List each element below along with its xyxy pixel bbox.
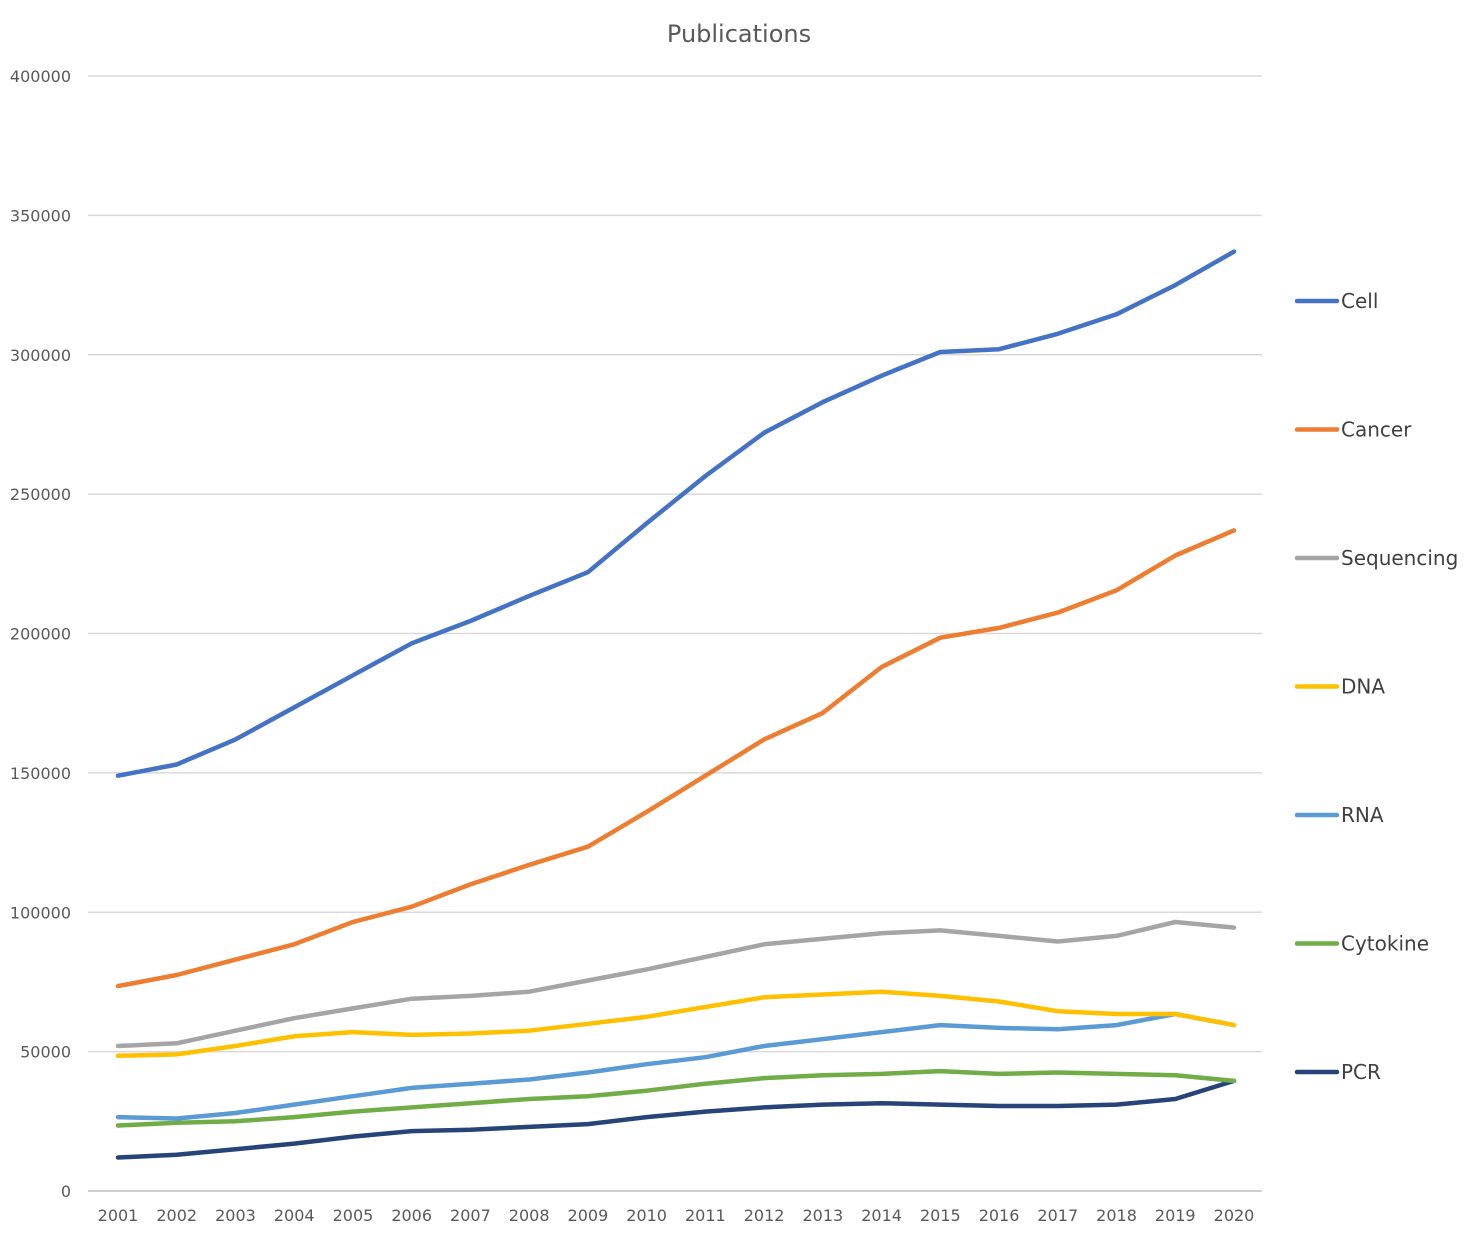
legend-item-pcr: PCR: [1294, 1060, 1381, 1084]
grid-lines: [88, 75, 1262, 1053]
legend-item-sequencing: Sequencing: [1294, 546, 1458, 570]
x-tick-label: 2001: [98, 1206, 139, 1225]
y-tick-label: 250000: [10, 485, 71, 504]
x-tick-label: 2003: [215, 1206, 256, 1225]
legend-label: Cancer: [1341, 418, 1412, 442]
x-tick-label: 2010: [626, 1206, 667, 1225]
x-tick-label: 2013: [802, 1206, 843, 1225]
legend-item-cytokine: Cytokine: [1294, 932, 1429, 956]
x-tick-label: 2012: [744, 1206, 785, 1225]
x-tick-label: 2004: [274, 1206, 315, 1225]
x-tick-label: 2011: [685, 1206, 726, 1225]
y-tick-label: 150000: [10, 764, 71, 783]
y-tick-label: 400000: [10, 67, 71, 86]
legend-label: DNA: [1341, 675, 1385, 699]
x-tick-label: 2006: [391, 1206, 432, 1225]
series-line-sequencing: [115, 919, 1237, 1049]
x-tick-label: 2016: [979, 1206, 1020, 1225]
y-tick-label: 50000: [20, 1043, 71, 1062]
x-tick-label: 2020: [1214, 1206, 1255, 1225]
x-tick-label: 2017: [1037, 1206, 1078, 1225]
series-line-cancer: [115, 528, 1237, 989]
legend-label: PCR: [1341, 1060, 1381, 1084]
x-tick-label: 2019: [1155, 1206, 1196, 1225]
legend-label: Cytokine: [1341, 932, 1429, 956]
series-lines: [115, 249, 1237, 1160]
x-tick-label: 2007: [450, 1206, 491, 1225]
chart-title: Publications: [667, 20, 811, 48]
x-tick-label: 2005: [333, 1206, 374, 1225]
y-axis-ticks: 0 50000 100000 150000 200000 250000 300000 3500…: [10, 67, 71, 1201]
series-line-pcr: [115, 1078, 1237, 1160]
legend-label: RNA: [1341, 803, 1384, 827]
legend-item-cell: Cell: [1294, 289, 1378, 313]
x-tick-label: 2009: [568, 1206, 609, 1225]
y-tick-label: 100000: [10, 903, 71, 922]
y-tick-label: 200000: [10, 625, 71, 644]
legend-label: Sequencing: [1341, 546, 1458, 570]
y-tick-label: 300000: [10, 346, 71, 365]
x-axis-ticks: 2001 2002 2003 2004 2005 2006 2007 2008 2009 2010…: [98, 1206, 1255, 1225]
series-line-dna: [115, 989, 1237, 1059]
legend-label: Cell: [1341, 289, 1378, 313]
legend-item-dna: DNA: [1294, 675, 1385, 699]
x-tick-label: 2018: [1096, 1206, 1137, 1225]
legend-item-rna: RNA: [1294, 803, 1384, 827]
x-tick-label: 2008: [509, 1206, 550, 1225]
legend-item-cancer: Cancer: [1294, 418, 1412, 442]
x-tick-label: 2015: [920, 1206, 961, 1225]
y-tick-label: 350000: [10, 206, 71, 225]
legend: Cell Cancer Sequencing DNA RNA Cytokine PCR: [1294, 289, 1458, 1084]
y-tick-label: 0: [61, 1182, 71, 1201]
series-line-cytokine: [115, 1068, 1237, 1128]
series-line-cell: [115, 249, 1237, 778]
x-tick-label: 2014: [861, 1206, 902, 1225]
series-line-rna: [115, 1011, 1237, 1121]
x-tick-label: 2002: [156, 1206, 197, 1225]
